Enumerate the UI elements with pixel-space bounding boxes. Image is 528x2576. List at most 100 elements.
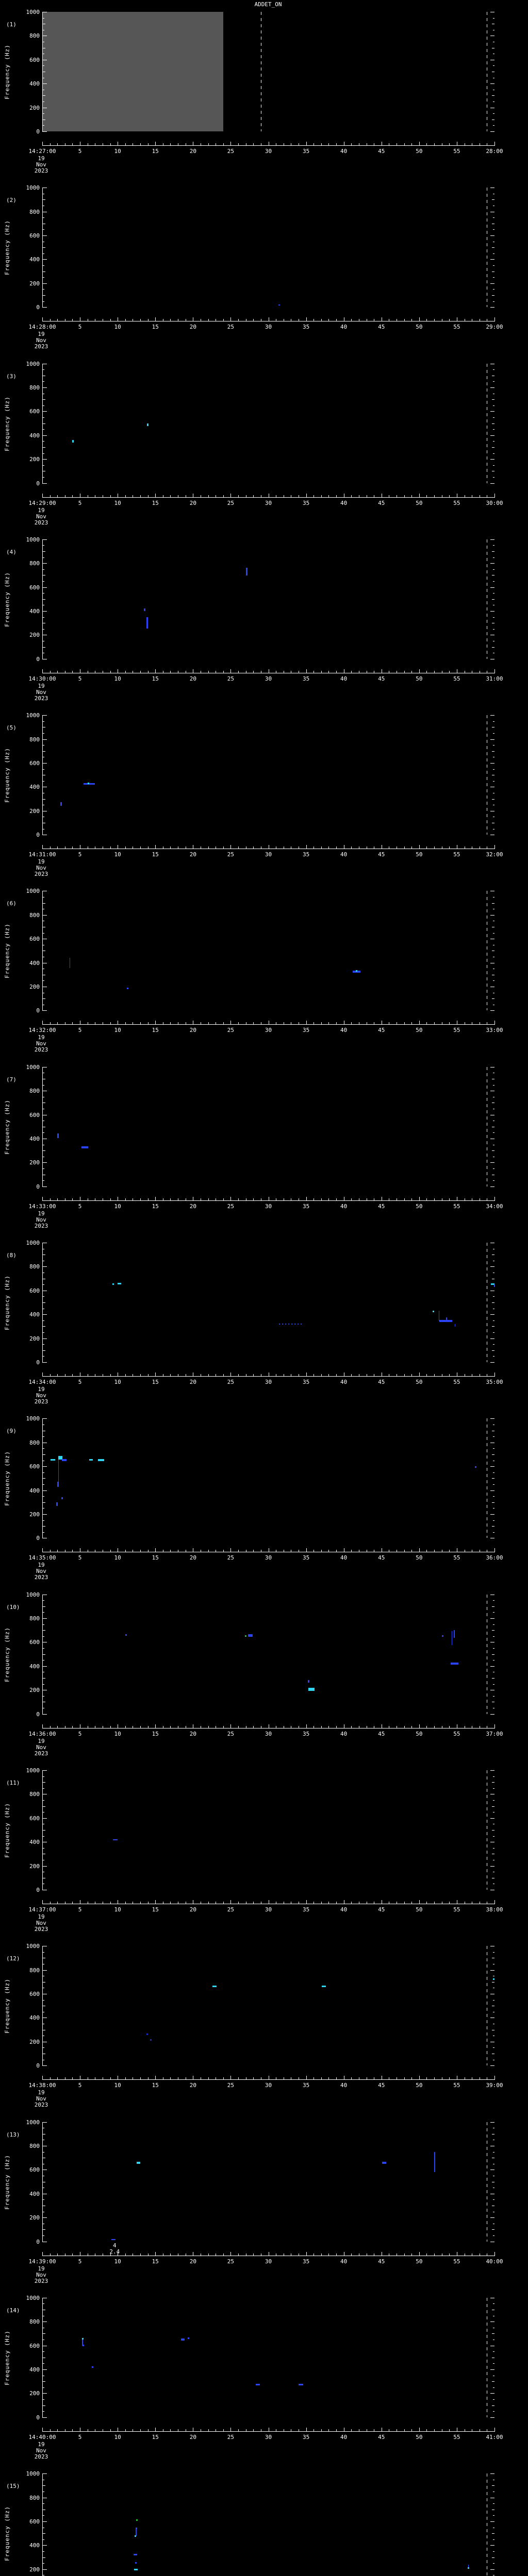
x-tick-label: 40	[340, 1027, 348, 1034]
x-tick-label: 45	[378, 851, 385, 858]
x-tick-label: 30	[265, 851, 272, 858]
spectrogram-panel-11: (11) Frequency (Hz) 0 200 400 600 800 1000 5 10 15…	[0, 1758, 528, 1934]
y-tick	[43, 2229, 45, 2230]
y-tick-label: 400	[29, 2542, 40, 2549]
y-tick-right	[493, 1320, 494, 1321]
x-tick-label: 45	[378, 2433, 385, 2441]
x-tick-label: 5	[78, 499, 82, 506]
x-tick	[223, 1901, 224, 1904]
x-tick	[72, 1198, 73, 1200]
y-tick-right	[490, 2217, 494, 2218]
y-tick-right	[493, 277, 494, 278]
x-tick	[140, 1374, 141, 1377]
y-tick-right	[493, 265, 494, 266]
detection-mark	[468, 2567, 470, 2569]
x-tick	[208, 1725, 209, 1728]
y-tick	[43, 2533, 45, 2534]
y-tick-label: 200	[29, 456, 40, 463]
x-tick	[170, 495, 171, 497]
detection-mark	[188, 2337, 190, 2340]
x-start-time-label: 14:40:00	[28, 2433, 56, 2441]
y-axis-title: Frequency (Hz)	[4, 396, 11, 451]
figure-title: ADDET_ON	[254, 1, 282, 8]
x-tick	[57, 495, 58, 497]
y-tick-right	[493, 405, 494, 406]
x-tick	[155, 142, 156, 145]
x-tick-label: 55	[453, 1379, 460, 1386]
y-tick-label: 1000	[26, 2470, 40, 2478]
detection-mark	[87, 783, 89, 784]
x-date-label: 2023	[34, 1925, 48, 1933]
y-tick	[43, 2473, 47, 2475]
y-axis-title: Frequency (Hz)	[4, 2330, 11, 2385]
x-tick-label: 40	[340, 148, 348, 155]
y-tick	[43, 1454, 45, 1455]
x-tick-label: 20	[189, 1906, 196, 1913]
y-tick	[43, 1350, 45, 1351]
y-tick-label: 1000	[26, 1240, 40, 1247]
x-tick-label: 20	[189, 851, 196, 858]
x-tick	[336, 2253, 337, 2256]
y-tick-label: 0	[36, 1535, 40, 1542]
y-tick	[43, 1472, 44, 1473]
spectrogram-panel-3: (3) Frequency (Hz) 0 200 400 600 800 1000 5 10 15 2…	[0, 352, 528, 528]
x-tick-label: 45	[378, 148, 385, 155]
x-tick	[419, 2076, 420, 2080]
x-tick	[223, 670, 224, 673]
y-tick-right	[490, 2569, 494, 2570]
y-tick-right	[490, 235, 494, 236]
detection-mark	[61, 1497, 63, 1500]
x-date-label: Nov	[36, 2271, 46, 2278]
x-tick-label: 40	[340, 1202, 348, 1210]
y-tick	[43, 1678, 45, 1679]
x-date-label: 2023	[34, 2102, 48, 2109]
x-tick	[50, 846, 51, 849]
y-tick	[43, 2539, 44, 2540]
x-tick-label: 25	[227, 1027, 235, 1034]
y-tick-right	[490, 2065, 494, 2066]
x-tick	[419, 1724, 420, 1728]
x-tick	[426, 2077, 427, 2080]
y-tick-label: 600	[29, 1639, 40, 1646]
y-tick-right	[493, 217, 494, 218]
x-tick	[155, 1724, 156, 1728]
y-tick	[43, 1266, 47, 1267]
y-tick-right	[490, 563, 494, 564]
x-tick	[253, 2077, 254, 2080]
x-tick	[336, 1901, 337, 1904]
x-tick	[230, 845, 232, 849]
x-tick	[351, 495, 352, 497]
y-tick-right	[493, 429, 494, 430]
y-tick-label: 800	[29, 560, 40, 567]
x-date-label: 2023	[34, 2277, 48, 2284]
y-tick	[43, 1448, 44, 1449]
x-tick	[140, 2077, 141, 2080]
x-tick-label: 5	[78, 324, 82, 331]
y-tick	[43, 2393, 47, 2394]
y-axis-title: Frequency (Hz)	[4, 1099, 11, 1155]
x-tick-label: 5	[78, 851, 82, 858]
x-tick-label: 25	[227, 2082, 235, 2089]
x-tick-label: 35	[302, 2082, 310, 2089]
y-tick	[43, 1296, 44, 1297]
y-tick	[43, 1532, 44, 1533]
detection-mark	[62, 1459, 67, 1461]
x-axis-line	[42, 145, 495, 146]
y-tick-right	[493, 1356, 494, 1357]
y-tick	[43, 799, 45, 800]
x-tick-label: 55	[453, 499, 460, 506]
x-tick	[321, 2077, 322, 2080]
x-tick	[140, 495, 141, 497]
x-tick-label: 20	[189, 2082, 196, 2089]
y-tick	[43, 2363, 44, 2364]
y-tick	[43, 647, 45, 648]
y-tick	[43, 2199, 44, 2200]
x-tick	[321, 1901, 322, 1904]
panel-index-label: (13)	[6, 2131, 20, 2138]
x-tick	[125, 143, 126, 145]
detection-mark	[51, 1459, 55, 1461]
x-tick	[306, 1548, 307, 1552]
x-tick	[351, 1550, 352, 1552]
y-tick-right	[492, 1502, 494, 1503]
